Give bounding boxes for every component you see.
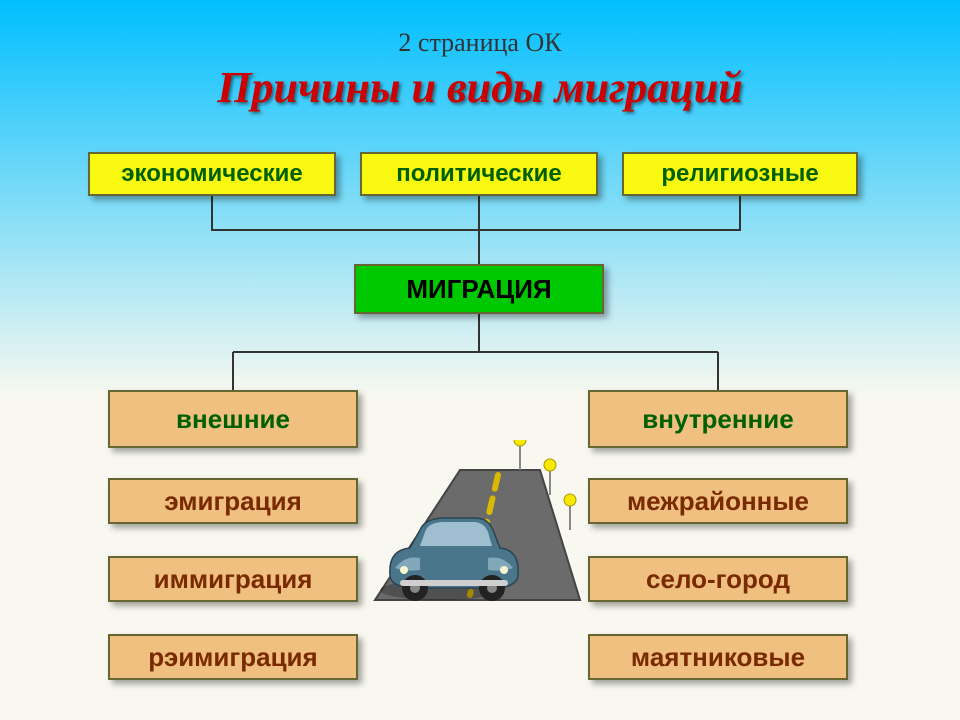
node-pendulum: маятниковые [588, 634, 848, 680]
node-cause-religious: религиозные [622, 152, 858, 196]
node-label: иммиграция [154, 564, 313, 595]
node-label: религиозные [661, 160, 818, 188]
node-cause-economic: экономические [88, 152, 336, 196]
node-label: село-город [646, 564, 790, 595]
car-on-road-icon [370, 440, 590, 630]
node-label: маятниковые [631, 642, 805, 673]
node-label: рэимиграция [148, 642, 317, 673]
node-internal-head: внутренние [588, 390, 848, 448]
node-cause-political: политические [360, 152, 598, 196]
node-emigration: эмиграция [108, 478, 358, 524]
node-label: внутренние [642, 404, 793, 435]
node-label: МИГРАЦИЯ [406, 274, 551, 305]
node-reimmigration: рэимиграция [108, 634, 358, 680]
node-label: межрайонные [627, 486, 809, 517]
page-subtitle: 2 страница ОК [0, 28, 960, 58]
node-label: экономические [121, 160, 302, 188]
node-label: внешние [176, 404, 290, 435]
node-label: эмиграция [164, 486, 302, 517]
node-village-city: село-город [588, 556, 848, 602]
node-inter-district: межрайонные [588, 478, 848, 524]
node-external-head: внешние [108, 390, 358, 448]
node-label: политические [396, 160, 562, 188]
node-migration-root: МИГРАЦИЯ [354, 264, 604, 314]
node-immigration: иммиграция [108, 556, 358, 602]
page-title: Причины и виды миграций [0, 62, 960, 113]
